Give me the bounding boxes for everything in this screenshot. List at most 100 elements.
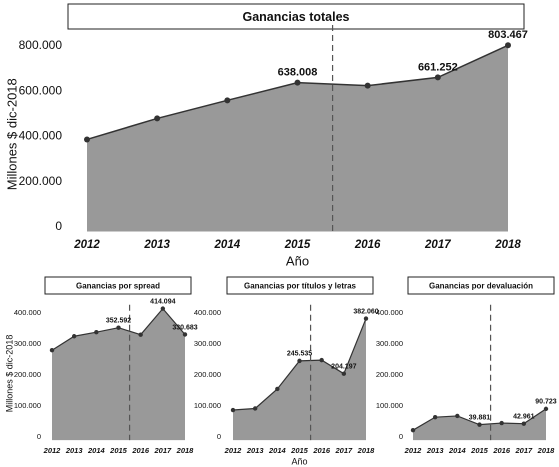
x-axis-label: Año bbox=[291, 456, 307, 466]
x-tick-label: 2017 bbox=[514, 446, 533, 455]
value-label: 90.723 bbox=[535, 399, 557, 406]
point bbox=[84, 136, 90, 143]
x-tick-label: 2013 bbox=[65, 446, 84, 455]
point bbox=[224, 97, 231, 104]
x-tick-label: 2015 bbox=[290, 446, 309, 455]
point bbox=[499, 420, 504, 426]
chart-title: Ganancias por títulos y letras bbox=[244, 282, 357, 291]
x-tick-label: 2014 bbox=[448, 446, 467, 455]
point bbox=[363, 316, 369, 321]
y-tick-label: 600.000 bbox=[19, 83, 63, 97]
value-label: 245.535 bbox=[287, 351, 312, 358]
point bbox=[297, 358, 302, 364]
title-box bbox=[407, 276, 555, 295]
y-tick-label: 300.000 bbox=[14, 339, 41, 348]
x-tick-label: 2013 bbox=[246, 446, 265, 455]
chart-title: Ganancias totales bbox=[243, 10, 350, 24]
y-tick-label: 200.000 bbox=[14, 370, 41, 379]
y-tick-label: 400.000 bbox=[376, 308, 403, 317]
x-tick-label: 2016 bbox=[131, 446, 150, 455]
x-tick-label: 2017 bbox=[334, 446, 353, 455]
y-tick-label: 0 bbox=[37, 432, 41, 441]
value-label: 382.060 bbox=[353, 308, 378, 315]
value-label: 352.592 bbox=[106, 318, 131, 325]
point bbox=[138, 332, 143, 337]
point bbox=[71, 334, 77, 339]
y-tick-label: 100.000 bbox=[14, 401, 41, 410]
point bbox=[364, 82, 371, 89]
point bbox=[94, 330, 99, 335]
x-tick-label: 2018 bbox=[176, 446, 195, 455]
x-tick-label: 2018 bbox=[494, 239, 521, 251]
point bbox=[505, 42, 511, 49]
x-tick-label: 2017 bbox=[153, 446, 172, 455]
point bbox=[294, 79, 301, 86]
point bbox=[455, 413, 460, 419]
y-tick-label: 0 bbox=[217, 432, 221, 441]
point bbox=[319, 357, 324, 363]
value-label: 42.961 bbox=[513, 414, 535, 421]
x-tick-label: 2016 bbox=[312, 446, 331, 455]
value-label: 39.881 bbox=[469, 414, 491, 421]
x-tick-label: 2017 bbox=[424, 239, 451, 251]
point bbox=[341, 371, 347, 376]
area bbox=[233, 318, 366, 441]
y-tick-label: 300.000 bbox=[194, 339, 221, 348]
x-tick-label: 2018 bbox=[357, 446, 376, 455]
point bbox=[116, 325, 121, 330]
y-tick-label: 200.000 bbox=[19, 174, 63, 188]
value-label: 661.252 bbox=[418, 61, 458, 73]
y-tick-label: 100.000 bbox=[376, 401, 403, 410]
y-tick-label: 0 bbox=[399, 432, 403, 441]
y-tick-label: 0 bbox=[55, 219, 62, 233]
y-tick-label: 400.000 bbox=[14, 308, 41, 317]
x-tick-label: 2012 bbox=[404, 446, 423, 455]
value-label: 638.008 bbox=[278, 67, 318, 79]
point bbox=[477, 422, 482, 427]
y-tick-label: 800.000 bbox=[19, 38, 63, 52]
value-label: 803.467 bbox=[488, 29, 528, 41]
point bbox=[252, 406, 258, 411]
x-tick-label: 2013 bbox=[426, 446, 445, 455]
value-label: 414.094 bbox=[150, 298, 175, 305]
point bbox=[160, 306, 166, 311]
y-tick-label: 100.000 bbox=[194, 401, 221, 410]
x-tick-label: 2014 bbox=[214, 239, 241, 251]
x-tick-label: 2012 bbox=[224, 446, 243, 455]
y-tick-label: 200.000 bbox=[376, 370, 403, 379]
point bbox=[182, 332, 188, 337]
title-box bbox=[226, 276, 374, 295]
point bbox=[49, 348, 55, 353]
point bbox=[521, 421, 527, 426]
value-label: 204.197 bbox=[331, 364, 356, 371]
y-tick-label: 200.000 bbox=[194, 370, 221, 379]
x-axis-label: Año bbox=[286, 253, 309, 268]
value-label: 330.683 bbox=[172, 324, 197, 331]
x-tick-label: 2012 bbox=[43, 446, 62, 455]
title-box bbox=[67, 3, 525, 30]
chart-title: Ganancias por spread bbox=[76, 282, 160, 291]
area bbox=[52, 308, 185, 441]
x-tick-label: 2015 bbox=[470, 446, 489, 455]
y-tick-label: 400.000 bbox=[19, 129, 63, 143]
point bbox=[230, 407, 236, 413]
point bbox=[434, 74, 441, 81]
x-tick-label: 2012 bbox=[73, 239, 100, 251]
x-tick-label: 2013 bbox=[143, 239, 170, 251]
x-tick-label: 2018 bbox=[537, 446, 556, 455]
point bbox=[275, 386, 280, 392]
x-tick-label: 2016 bbox=[492, 446, 511, 455]
x-tick-label: 2015 bbox=[284, 239, 311, 251]
chart-title: Ganancias por devaluación bbox=[429, 282, 533, 291]
x-tick-label: 2014 bbox=[87, 446, 106, 455]
point bbox=[154, 115, 161, 122]
y-axis-label: Millones $ dic-2018 bbox=[4, 335, 14, 413]
y-axis-label: Millones $ dic-2018 bbox=[4, 78, 19, 190]
point bbox=[543, 406, 549, 412]
x-tick-label: 2014 bbox=[268, 446, 287, 455]
x-tick-label: 2016 bbox=[354, 239, 381, 251]
point bbox=[432, 414, 438, 420]
x-tick-label: 2015 bbox=[109, 446, 128, 455]
y-tick-label: 300.000 bbox=[376, 339, 403, 348]
